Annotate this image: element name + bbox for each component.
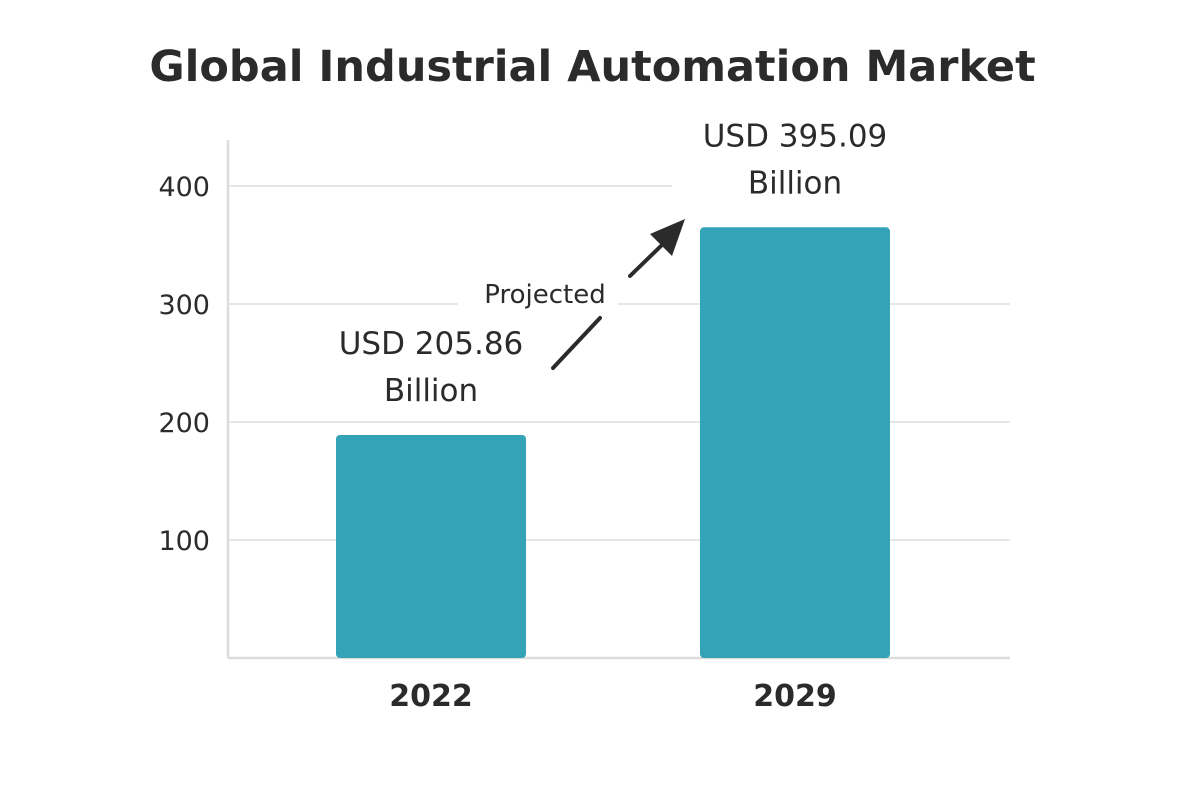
data-label: Billion	[384, 373, 478, 409]
data-label: Billion	[748, 165, 842, 201]
bar[interactable]	[700, 227, 890, 659]
arrow-head-icon	[650, 219, 685, 256]
data-label: USD 205.86	[339, 326, 524, 362]
annotation-label: Projected	[484, 280, 605, 310]
y-tick-label: 200	[158, 408, 210, 439]
arrow-line	[628, 241, 666, 278]
bar[interactable]	[336, 434, 526, 658]
y-tick-label: 400	[158, 172, 210, 203]
data-label: USD 395.09	[703, 118, 888, 154]
x-tick-label: 2029	[753, 679, 837, 714]
annotation-backing	[458, 272, 618, 314]
arrow-line	[551, 316, 602, 370]
y-tick-label: 100	[158, 526, 210, 557]
x-tick-label: 2022	[389, 679, 473, 714]
y-tick-label: 300	[158, 290, 210, 321]
chart-title: Global Industrial Automation Market	[149, 42, 1036, 92]
